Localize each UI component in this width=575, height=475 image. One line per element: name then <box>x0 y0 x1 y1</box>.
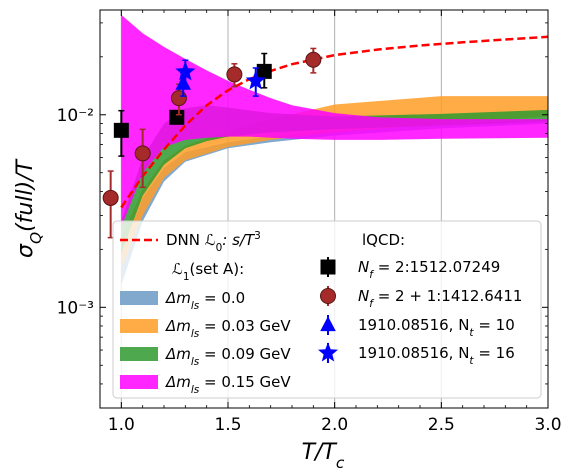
data-points <box>102 47 322 239</box>
x-axis-title: T/Tc <box>302 440 345 472</box>
data-point <box>169 109 185 125</box>
legend-point-label: Nf = 2 + 1:1412.6411 <box>358 287 522 310</box>
legend-band-label: Δmls = 0.15 GeV <box>165 373 291 396</box>
legend-marker <box>320 259 336 275</box>
legend-box <box>112 220 542 399</box>
legend-subtitle-left: ℒ1(set A): <box>172 260 244 283</box>
y-tick-label: 10⁻² <box>57 106 94 126</box>
legend-band-label: Δmls = 0.0 <box>165 289 245 312</box>
data-point <box>134 145 151 162</box>
x-tick-label: 2.0 <box>321 415 348 435</box>
legend-band-swatch <box>120 375 158 389</box>
legend: DNN ℒ0: s/T3 ℒ1(set A): lQCD: Δmls = 0.0 Δml… <box>112 220 542 399</box>
data-point <box>175 61 196 81</box>
legend-band-swatch <box>120 347 158 361</box>
x-tick-label: 1.5 <box>214 415 241 435</box>
legend-line-label: DNN ℒ0: s/T3 <box>166 230 261 254</box>
band-3 <box>121 14 548 228</box>
legend-subtitle-right: lQCD: <box>362 231 405 249</box>
legend-marker <box>320 316 336 332</box>
y-axis-title: σQ(full)/T <box>13 158 45 258</box>
legend-point-label: Nf = 2:1512.07249 <box>358 258 500 281</box>
x-tick-label: 1.0 <box>108 415 135 435</box>
data-point <box>305 51 322 68</box>
data-point <box>256 63 272 79</box>
x-tick-label: 2.5 <box>428 415 455 435</box>
data-point <box>226 66 243 83</box>
legend-marker <box>320 288 336 304</box>
legend-point-label: 1910.08516, Nt = 10 <box>358 316 515 339</box>
data-point <box>113 122 129 138</box>
legend-band-swatch <box>120 291 158 305</box>
band-1 <box>121 96 548 268</box>
bands <box>121 14 548 286</box>
data-point <box>102 189 119 206</box>
legend-band-swatch <box>120 319 158 333</box>
axis-ticks: 1.0 1.5 2.0 2.5 3.0 10⁻³ 10⁻² <box>57 10 562 435</box>
data-point <box>245 70 266 90</box>
legend-marker <box>317 342 339 362</box>
plot-frame <box>99 9 549 409</box>
x-tick-label: 3.0 <box>534 415 561 435</box>
legend-band-label: Δmls = 0.09 GeV <box>165 345 291 368</box>
legend-band-label: Δmls = 0.03 GeV <box>165 317 291 340</box>
legend-point-label: 1910.08516, Nt = 16 <box>358 344 515 367</box>
y-tick-label: 10⁻³ <box>57 298 94 318</box>
